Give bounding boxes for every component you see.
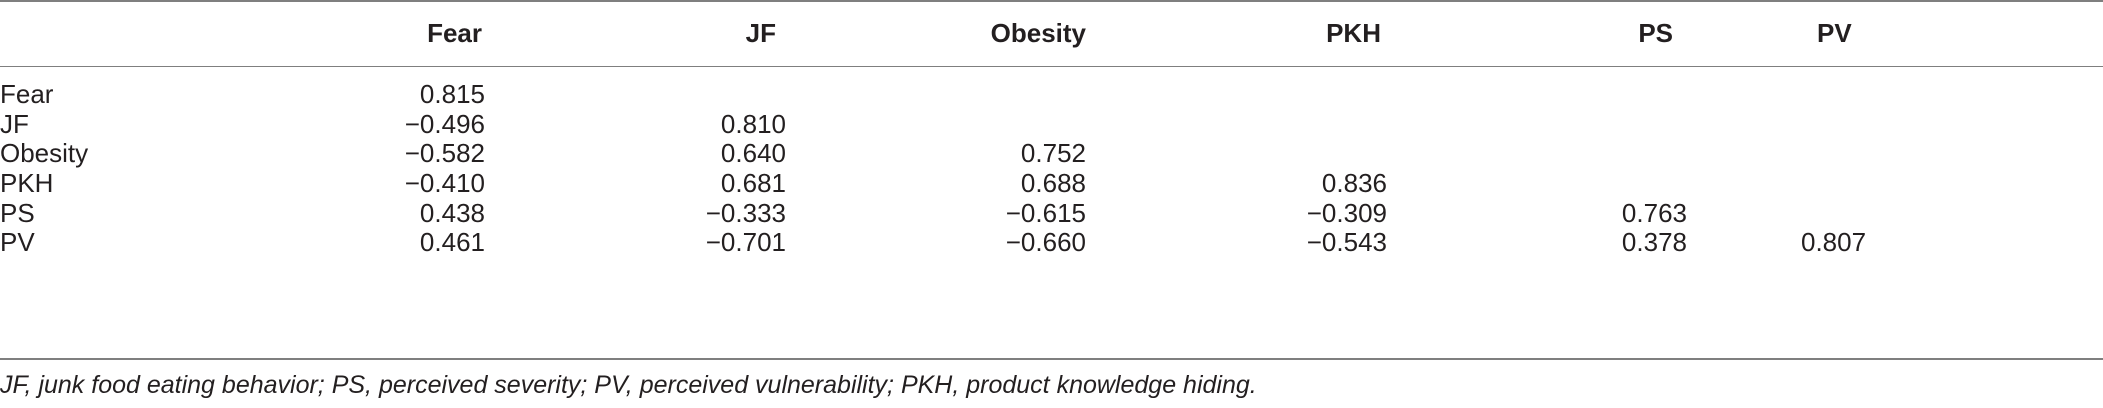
table-cell	[1387, 139, 1687, 169]
table-cell: −0.701	[705, 227, 786, 258]
table-cell	[1086, 139, 1387, 169]
header-rule	[0, 66, 2103, 67]
table-cell	[1086, 110, 1387, 140]
table-cell	[485, 66, 786, 110]
table-row: Obesity −0.582 0.640 0.752	[0, 139, 2103, 169]
row-label: JF	[0, 108, 29, 139]
table-cell	[1687, 110, 2103, 140]
table-row: PS 0.438 −0.333 −0.615 −0.309 0.763	[0, 198, 2103, 228]
correlation-table: Fear JF Obesity PKH PS PV Fear 0.815 JF …	[0, 0, 2103, 258]
column-header-fear: Fear	[427, 17, 482, 48]
row-label: PS	[0, 197, 35, 228]
table-cell	[1387, 169, 1687, 199]
table-cell	[786, 110, 1086, 140]
table-cell: 0.836	[1321, 168, 1387, 199]
table-cell: 0.461	[419, 227, 485, 258]
table-row: PKH −0.410 0.681 0.688 0.836	[0, 169, 2103, 199]
table-cell: −0.660	[1005, 227, 1086, 258]
row-label: Obesity	[0, 138, 89, 169]
table-cell: 0.681	[720, 168, 786, 199]
table-cell: 0.763	[1621, 197, 1687, 228]
table-cell	[1687, 139, 2103, 169]
table-cell	[1387, 66, 1687, 110]
table-cell	[1387, 110, 1687, 140]
table-cell	[1086, 66, 1387, 110]
column-header-jf: JF	[745, 17, 776, 48]
table-cell: −0.309	[1306, 197, 1387, 228]
column-header-pkh: PKH	[1326, 17, 1381, 48]
table-cell: 0.378	[1621, 227, 1687, 258]
column-header-ps: PS	[1638, 17, 1673, 48]
table-cell: −0.333	[705, 197, 786, 228]
table-cell	[1687, 198, 2103, 228]
table-cell: −0.496	[404, 108, 485, 139]
table-cell: −0.582	[404, 138, 485, 169]
header-corner-cell	[0, 0, 210, 66]
table-cell: 0.815	[419, 79, 485, 110]
row-label: Fear	[0, 79, 54, 110]
header-row: Fear JF Obesity PKH PS PV	[0, 0, 2103, 66]
table-cell: 0.640	[720, 138, 786, 169]
table-cell: 0.438	[419, 197, 485, 228]
table-cell	[1687, 66, 2103, 110]
column-header-pv: PV	[1817, 17, 1852, 48]
table-row: PV 0.461 −0.701 −0.660 −0.543 0.378 0.80…	[0, 228, 2103, 258]
table-cell	[1687, 169, 2103, 199]
table-cell: 0.807	[1801, 227, 1867, 258]
table-cell: −0.615	[1005, 197, 1086, 228]
column-header-obesity: Obesity	[990, 17, 1086, 48]
table-cell: −0.543	[1306, 227, 1387, 258]
row-label: PKH	[0, 168, 54, 199]
table-cell: 0.810	[720, 108, 786, 139]
table-cell: 0.752	[1020, 138, 1086, 169]
table-cell: −0.410	[404, 168, 485, 199]
table-cell	[786, 66, 1086, 110]
table-row: JF −0.496 0.810	[0, 110, 2103, 140]
bottom-rule	[0, 358, 2103, 360]
table-cell: 0.688	[1020, 168, 1086, 199]
row-label: PV	[0, 227, 35, 258]
table-row: Fear 0.815	[0, 66, 2103, 110]
table-footnote: JF, junk food eating behavior; PS, perce…	[0, 371, 1257, 399]
top-rule	[0, 0, 2103, 2]
